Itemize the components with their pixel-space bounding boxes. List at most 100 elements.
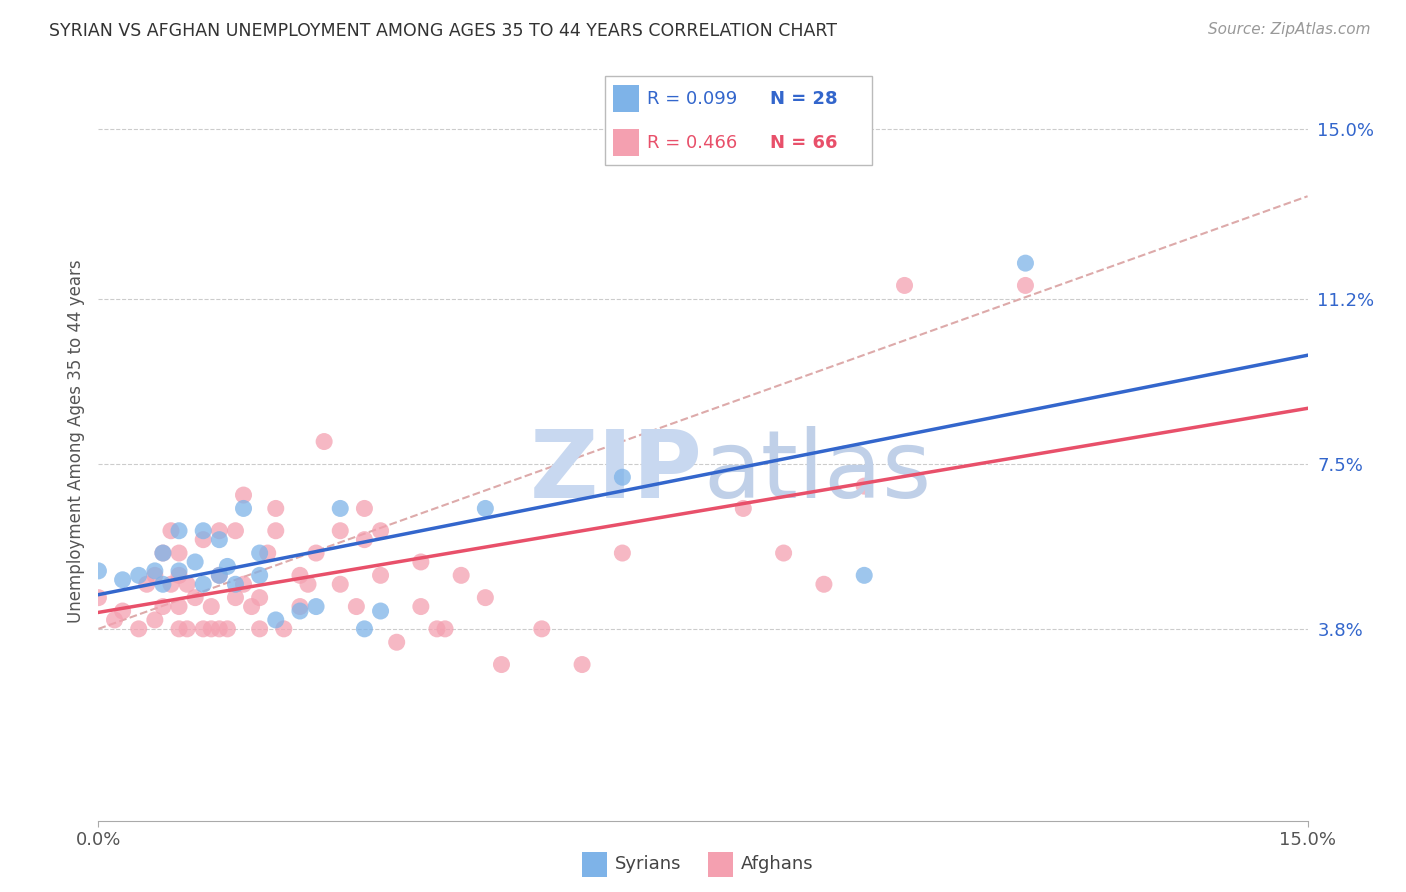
Point (329, 524, 352, 538)
Point (167, 622, 190, 636)
Point (111, 573, 134, 587)
Point (385, 635, 408, 649)
Point (853, 479, 876, 493)
Point (297, 577, 319, 591)
Text: N = 28: N = 28 (770, 90, 838, 108)
Point (409, 599, 432, 614)
Point (217, 622, 239, 636)
Point (370, 568, 392, 582)
Point (152, 546, 174, 560)
Bar (613, 85, 640, 112)
Text: SYRIAN VS AFGHAN UNEMPLOYMENT AMONG AGES 35 TO 44 YEARS CORRELATION CHART: SYRIAN VS AFGHAN UNEMPLOYMENT AMONG AGES… (49, 22, 837, 40)
Text: Afghans: Afghans (741, 855, 814, 873)
Point (530, 622, 553, 636)
Bar (709, 852, 734, 878)
Point (232, 501, 254, 516)
Point (128, 622, 150, 636)
Point (434, 622, 457, 636)
Point (193, 622, 215, 636)
Point (208, 524, 231, 538)
Text: Source: ZipAtlas.com: Source: ZipAtlas.com (1208, 22, 1371, 37)
Point (135, 577, 157, 591)
Point (152, 577, 174, 591)
Point (353, 622, 375, 636)
Point (87, 564, 110, 578)
Point (167, 546, 190, 560)
Point (344, 599, 367, 614)
Point (152, 546, 174, 560)
Point (184, 591, 207, 605)
Point (474, 501, 496, 516)
Point (160, 524, 183, 538)
Point (143, 568, 166, 582)
Point (193, 524, 215, 538)
Point (232, 577, 254, 591)
Point (264, 613, 287, 627)
Point (167, 599, 190, 614)
Point (167, 564, 190, 578)
Point (184, 555, 207, 569)
Point (249, 591, 271, 605)
Point (240, 599, 263, 614)
Point (612, 546, 634, 560)
Point (193, 577, 215, 591)
Point (329, 577, 352, 591)
Point (200, 622, 222, 636)
Point (208, 568, 231, 582)
FancyBboxPatch shape (605, 76, 872, 165)
Point (208, 533, 231, 547)
Point (143, 613, 166, 627)
Point (217, 559, 239, 574)
Point (273, 622, 295, 636)
Point (249, 622, 271, 636)
Point (208, 568, 231, 582)
Text: R = 0.099: R = 0.099 (647, 90, 738, 108)
Text: ZIP: ZIP (530, 425, 703, 518)
Point (571, 657, 593, 672)
Point (733, 501, 755, 516)
Point (409, 555, 432, 569)
Point (491, 657, 513, 672)
Point (232, 488, 254, 502)
Text: R = 0.466: R = 0.466 (647, 134, 738, 152)
Point (893, 278, 915, 293)
Point (193, 533, 215, 547)
Point (160, 577, 183, 591)
Text: atlas: atlas (703, 425, 931, 518)
Point (1014, 278, 1036, 293)
Point (264, 524, 287, 538)
Text: N = 66: N = 66 (770, 134, 838, 152)
Point (256, 546, 278, 560)
Point (450, 568, 472, 582)
Point (167, 568, 190, 582)
Point (208, 622, 231, 636)
Point (111, 604, 134, 618)
Point (249, 546, 271, 560)
Point (329, 501, 352, 516)
Point (314, 434, 336, 449)
Point (1014, 256, 1036, 270)
Bar (613, 129, 640, 156)
Point (152, 599, 174, 614)
Point (353, 501, 375, 516)
Point (772, 546, 794, 560)
Point (224, 591, 246, 605)
Point (353, 533, 375, 547)
Point (288, 599, 311, 614)
Point (224, 524, 246, 538)
Point (87, 591, 110, 605)
Point (176, 577, 198, 591)
Point (370, 524, 392, 538)
Point (813, 577, 835, 591)
Point (305, 546, 328, 560)
Text: Syrians: Syrians (614, 855, 681, 873)
Point (200, 599, 222, 614)
Bar (582, 852, 607, 878)
Point (288, 604, 311, 618)
Point (128, 568, 150, 582)
Point (176, 622, 198, 636)
Point (853, 568, 876, 582)
Point (103, 613, 125, 627)
Point (288, 568, 311, 582)
Point (264, 501, 287, 516)
